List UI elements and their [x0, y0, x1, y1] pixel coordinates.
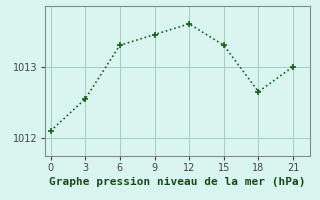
X-axis label: Graphe pression niveau de la mer (hPa): Graphe pression niveau de la mer (hPa)	[49, 177, 306, 187]
